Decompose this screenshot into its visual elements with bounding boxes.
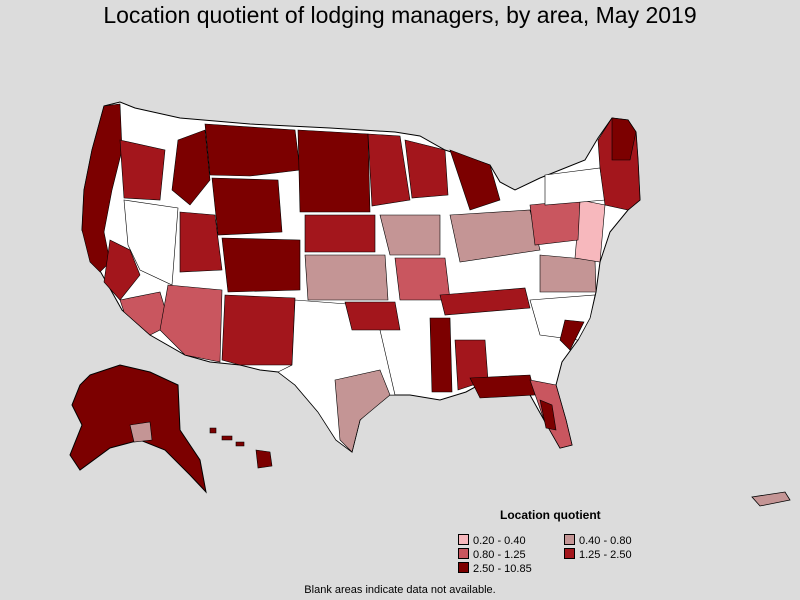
region-cal-inner <box>103 239 141 301</box>
region-florida-keys <box>539 399 557 431</box>
region-gulf-coast <box>469 374 536 399</box>
region-wisconsin <box>404 139 449 199</box>
region-arizona <box>159 284 223 363</box>
hawaii <box>209 427 273 469</box>
footnote: Blank areas indicate data not available. <box>304 584 496 596</box>
alaska-inner <box>129 421 153 443</box>
region-newmexico <box>221 294 296 366</box>
region-utah <box>179 211 223 273</box>
legend-swatch <box>458 562 469 573</box>
legend-item-4: 2.50 - 10.85 <box>458 562 532 575</box>
region-virginia <box>539 254 597 293</box>
region-oregon-inner <box>119 139 166 201</box>
map-title: Location quotient of lodging managers, b… <box>103 2 697 28</box>
legend-swatch <box>458 548 469 559</box>
region-idaho <box>171 129 211 206</box>
region-missouri <box>394 257 451 301</box>
legend: Location quotient 0.20 - 0.40 0.40 - 0.8… <box>452 508 652 578</box>
region-dakotas <box>297 129 371 213</box>
legend-label: 0.80 - 1.25 <box>473 549 526 561</box>
region-colorado <box>221 237 301 293</box>
legend-label: 0.40 - 0.80 <box>579 535 632 547</box>
region-wyoming <box>211 177 283 236</box>
region-minnesota <box>367 133 411 207</box>
region-montana <box>204 123 301 177</box>
legend-swatch <box>564 548 575 559</box>
region-mississippi <box>429 317 453 393</box>
legend-swatch <box>564 534 575 545</box>
legend-swatch <box>458 534 469 545</box>
legend-item-2: 0.80 - 1.25 <box>458 548 526 561</box>
region-carolina-coast <box>559 319 585 351</box>
region-kansas <box>304 254 389 301</box>
region-oklahoma <box>344 301 401 331</box>
legend-label: 0.20 - 0.40 <box>473 535 526 547</box>
region-pennsylvania <box>529 199 581 246</box>
region-texas-coast <box>334 369 391 453</box>
legend-item-1: 0.40 - 0.80 <box>564 534 632 547</box>
region-nebraska <box>304 214 376 253</box>
legend-label: 1.25 - 2.50 <box>579 549 632 561</box>
puerto-rico <box>751 491 791 507</box>
region-maine <box>611 117 637 161</box>
legend-title: Location quotient <box>500 508 601 522</box>
region-tennessee <box>439 287 531 316</box>
region-iowa-mix <box>379 214 441 256</box>
legend-item-3: 1.25 - 2.50 <box>564 548 632 561</box>
region-nevada-blank <box>123 199 179 286</box>
legend-label: 2.50 - 10.85 <box>473 563 532 575</box>
legend-item-0: 0.20 - 0.40 <box>458 534 526 547</box>
region-ohio-valley <box>449 209 541 263</box>
region-michigan <box>449 149 501 211</box>
